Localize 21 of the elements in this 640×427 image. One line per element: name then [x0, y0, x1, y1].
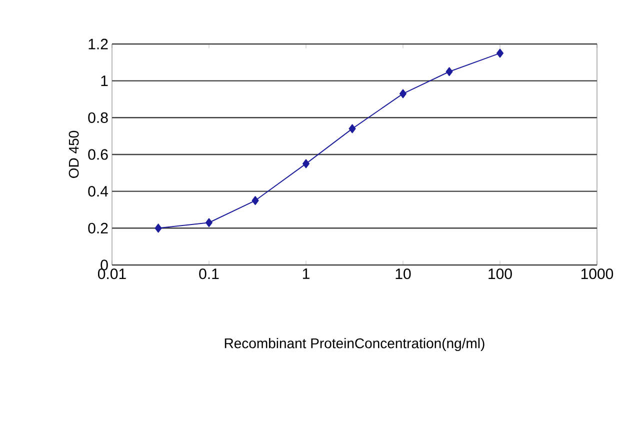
y-tick-label: 0.6	[88, 149, 108, 160]
point	[302, 159, 310, 168]
point	[154, 224, 162, 233]
y-tick-label: 0	[100, 260, 108, 270]
x-tick-label: 100	[488, 268, 512, 280]
point	[496, 48, 504, 58]
x-axis-title: Recombinant ProteinConcentration(ng/ml)	[224, 338, 484, 352]
x-tick-label: 1	[302, 268, 310, 279]
y-tick-label: 0.8	[88, 112, 108, 123]
point	[348, 124, 356, 134]
x-tick-label: 10	[396, 268, 411, 280]
y-tick-label: 0.2	[88, 222, 108, 234]
point	[399, 89, 406, 98]
y-axis-title: OD 450	[68, 130, 79, 178]
y-tick-label: 1.2	[88, 38, 108, 50]
y-tick-label: 0.4	[88, 186, 108, 197]
x-tick-label: 0.1	[199, 268, 219, 280]
x-tick-label: 0.01	[98, 268, 126, 280]
x-tick-label: 1000	[581, 268, 614, 280]
y-tick-label: 1	[101, 76, 108, 86]
point	[252, 196, 259, 206]
